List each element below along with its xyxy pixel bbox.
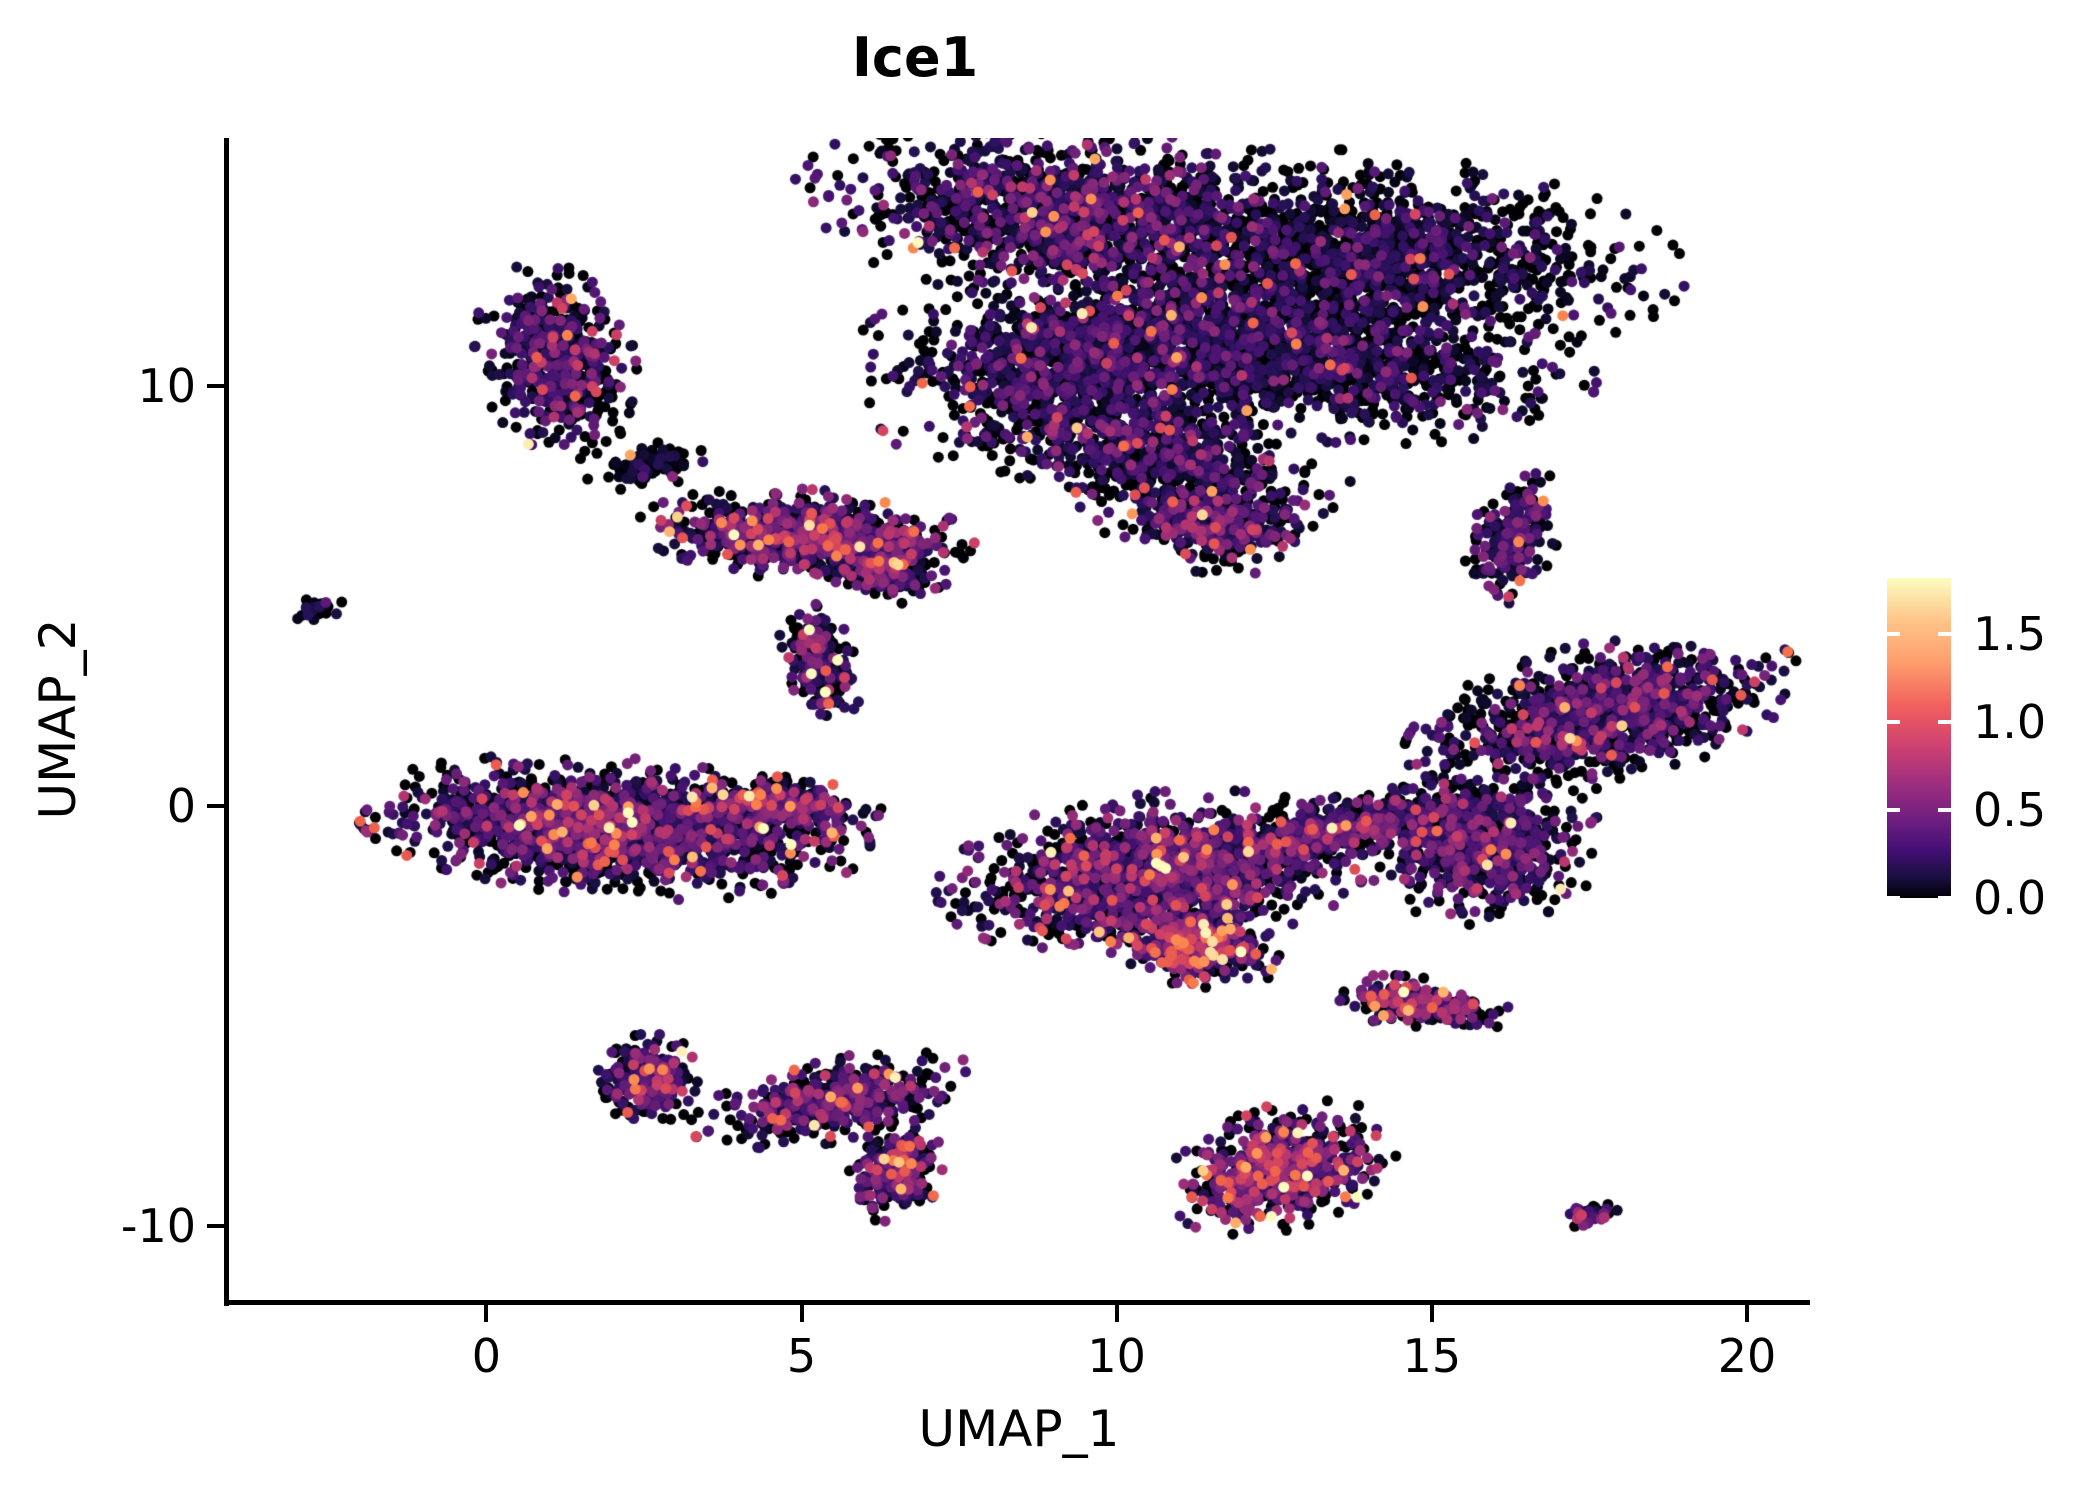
colorbar[interactable]: 1.5 1.0 0.5 0.0 — [1887, 578, 2100, 924]
axis-spine-left — [224, 138, 229, 1306]
colorbar-tick-right-0.5 — [1938, 808, 1951, 813]
x-tick-label-10: 10 — [1087, 1329, 1146, 1383]
x-tick-label-15: 15 — [1402, 1329, 1462, 1383]
colorbar-tick-right-1.5 — [1938, 632, 1951, 637]
colorbar-tick-label-0.5: 0.5 — [1973, 783, 2047, 838]
x-tick-0 — [484, 1305, 489, 1322]
colorbar-tick-label-0.0: 0.0 — [1973, 871, 2047, 925]
umap-scatter-canvas[interactable] — [228, 138, 1810, 1302]
y-tick--10 — [207, 1224, 224, 1229]
x-tick-label-0: 0 — [471, 1329, 502, 1383]
y-tick-10 — [207, 383, 224, 388]
x-tick-20 — [1744, 1305, 1749, 1322]
colorbar-tick-label-1.5: 1.5 — [1973, 607, 2047, 662]
colorbar-gradient — [1887, 578, 1951, 898]
x-tick-10 — [1114, 1305, 1119, 1322]
x-axis-label: UMAP_1 — [918, 1400, 1120, 1458]
scatter-plot-area[interactable] — [228, 138, 1810, 1302]
colorbar-tick-right-1.0 — [1938, 720, 1951, 725]
colorbar-tick-label-1.0: 1.0 — [1973, 695, 2047, 750]
y-tick-0 — [207, 804, 224, 809]
y-tick-label-10: 10 — [137, 358, 196, 413]
x-tick-5 — [799, 1305, 804, 1322]
y-tick-label--10: -10 — [120, 1199, 196, 1254]
colorbar-tick-1.5 — [1887, 632, 1900, 637]
colorbar-tick-1.0 — [1887, 720, 1900, 725]
colorbar-tick-0.0 — [1887, 896, 1900, 900]
page-title: Ice1 — [851, 26, 979, 89]
axis-spine-bottom — [224, 1300, 1810, 1305]
colorbar-tick-0.5 — [1887, 808, 1900, 813]
x-tick-15 — [1429, 1305, 1434, 1322]
y-tick-label-0: 0 — [166, 779, 196, 834]
x-tick-label-5: 5 — [786, 1329, 817, 1383]
x-tick-label-20: 20 — [1717, 1329, 1777, 1383]
y-axis-label: UMAP_2 — [29, 618, 87, 820]
colorbar-tick-right-0.0 — [1938, 896, 1951, 900]
